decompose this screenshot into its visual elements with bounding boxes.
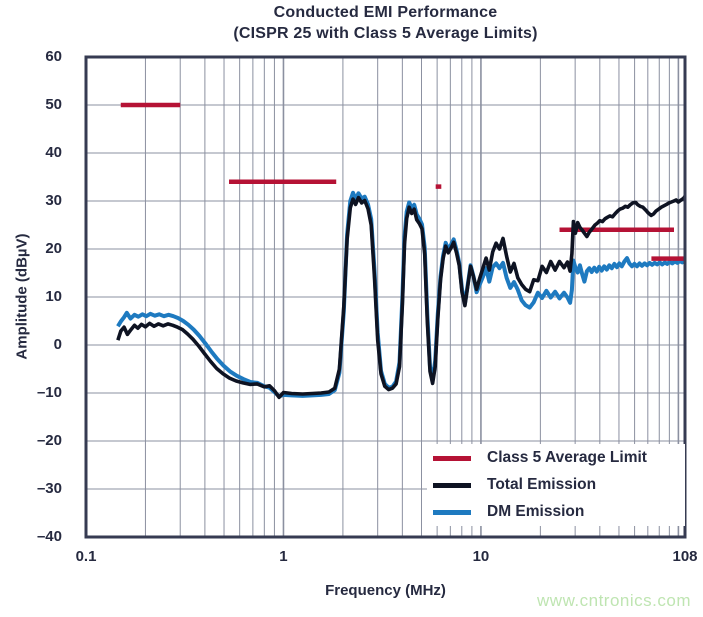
chart-legend: Class 5 Average Limit Total Emission DM … — [427, 444, 685, 526]
chart-title: Conducted EMI Performance (CISPR 25 with… — [86, 2, 685, 44]
y-tick-label: 10 — [45, 288, 62, 305]
y-tick-label: 0 — [53, 336, 62, 353]
y-tick-label: –20 — [36, 432, 62, 449]
x-tick-label: 10 — [472, 548, 490, 565]
y-tick-label: 40 — [45, 144, 62, 161]
legend-item-class5-limit: Class 5 Average Limit — [427, 446, 685, 470]
y-tick-label: 20 — [45, 240, 62, 257]
legend-swatch-class5-limit — [433, 455, 471, 461]
plot-border — [84, 55, 687, 539]
y-tick-label: 60 — [45, 48, 62, 65]
legend-item-dm-emission: DM Emission — [427, 500, 685, 524]
y-tick-label: 30 — [45, 192, 62, 209]
total-emission-curve — [116, 195, 687, 400]
legend-item-total-emission: Total Emission — [427, 473, 685, 497]
chart-title-line1: Conducted EMI Performance — [273, 4, 498, 21]
y-tick-label: –40 — [36, 528, 62, 545]
x-tick-label: 1 — [279, 548, 288, 565]
y-axis-title: Amplitude (dBµV) — [13, 233, 31, 360]
x-tick-label: 108 — [672, 548, 698, 565]
chart-title-line2: (CISPR 25 with Class 5 Average Limits) — [233, 25, 538, 42]
legend-label-dm-emission: DM Emission — [487, 503, 585, 520]
legend-label-total-emission: Total Emission — [487, 476, 597, 493]
x-axis-title: Frequency (MHz) — [325, 582, 446, 599]
x-tick-label: 0.1 — [75, 548, 97, 565]
y-tick-label: –10 — [36, 384, 62, 401]
legend-swatch-dm-emission — [433, 509, 471, 515]
y-tick-label: –30 — [36, 480, 62, 497]
legend-label-class5-limit: Class 5 Average Limit — [487, 449, 647, 466]
watermark-text: www.cntronics.com — [537, 591, 691, 610]
y-tick-label: 50 — [45, 96, 62, 113]
legend-swatch-total-emission — [433, 482, 471, 488]
